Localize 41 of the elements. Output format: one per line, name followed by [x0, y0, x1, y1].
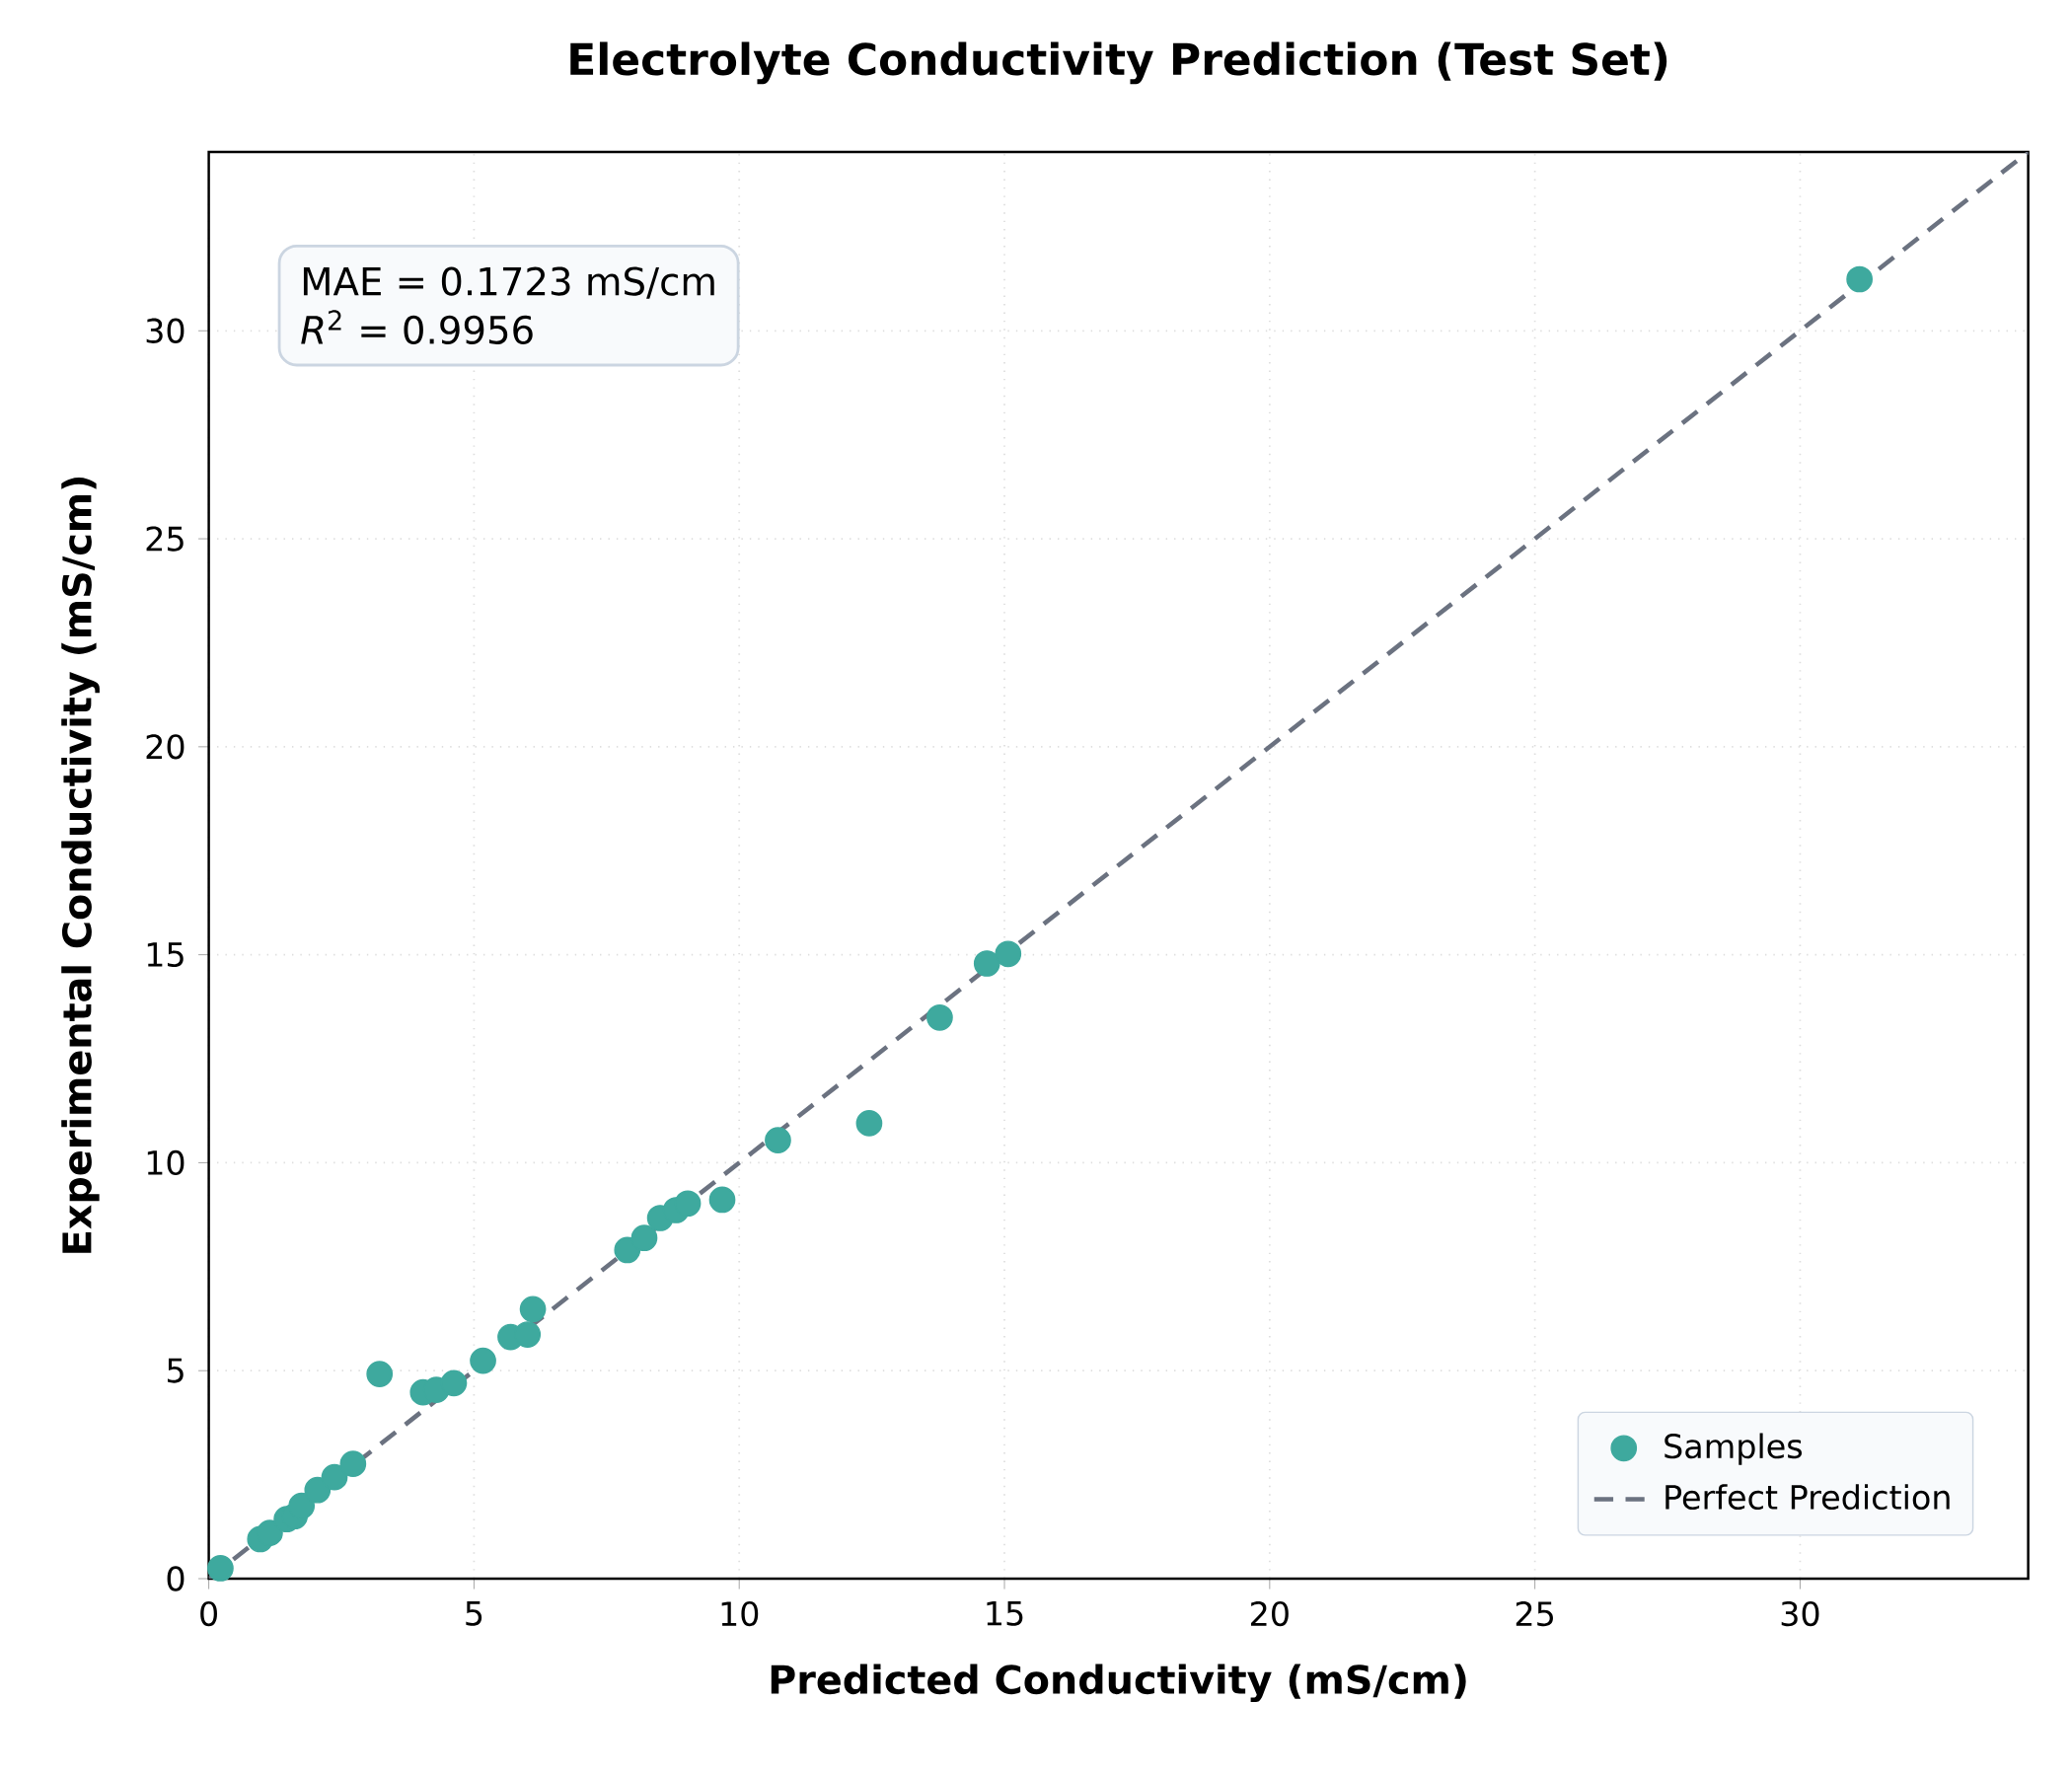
x-tick-label: 20 [1251, 1600, 1289, 1627]
point [207, 1555, 234, 1582]
point [855, 1110, 883, 1137]
x-tick-label: 15 [987, 1600, 1023, 1626]
point [1846, 265, 1874, 293]
point [674, 1190, 702, 1218]
y-tick-label: 5 [167, 1358, 184, 1383]
point [321, 1463, 348, 1491]
chart-title: Electrolyte Conductivity Prediction (Test Set) [570, 41, 1667, 85]
annotation: MAE = 0.1723 mS/cm [303, 266, 714, 299]
x-axis-title: Predicted Conductivity (mS/cm) [771, 1664, 1466, 1703]
y-tick-label: 25 [146, 526, 184, 552]
point [470, 1347, 496, 1374]
y-tick-label: 15 [147, 942, 184, 968]
point [304, 1476, 332, 1504]
x-tick-label: 5 [466, 1600, 482, 1626]
y-tick-label: 0 [167, 1566, 185, 1591]
point [257, 1519, 283, 1546]
legend-label: Samples [1665, 1433, 1803, 1465]
x-tick-label: 0 [200, 1600, 217, 1627]
point [519, 1295, 547, 1323]
point [708, 1186, 736, 1214]
point [973, 950, 1000, 977]
point [339, 1450, 367, 1478]
x-tick-label: 10 [721, 1600, 759, 1627]
point [366, 1361, 394, 1387]
point [926, 1003, 953, 1031]
point [995, 940, 1022, 968]
y-tick-label: 10 [147, 1149, 185, 1176]
point [514, 1321, 542, 1348]
y-tick-label: 20 [146, 734, 185, 760]
point [288, 1492, 316, 1519]
y-tick-label: 30 [146, 318, 185, 343]
point [440, 1369, 468, 1397]
legend-label: Perfect Prediction [1665, 1484, 1950, 1511]
y-axis-title: Experimental Conductivity (mS/cm) [61, 478, 100, 1253]
point [765, 1127, 791, 1154]
point [630, 1224, 658, 1252]
x-tick-label: 25 [1516, 1600, 1553, 1627]
annotation: R$^{2}$ = 0.9956 [301, 310, 533, 344]
x-tick-label: 30 [1781, 1600, 1819, 1627]
